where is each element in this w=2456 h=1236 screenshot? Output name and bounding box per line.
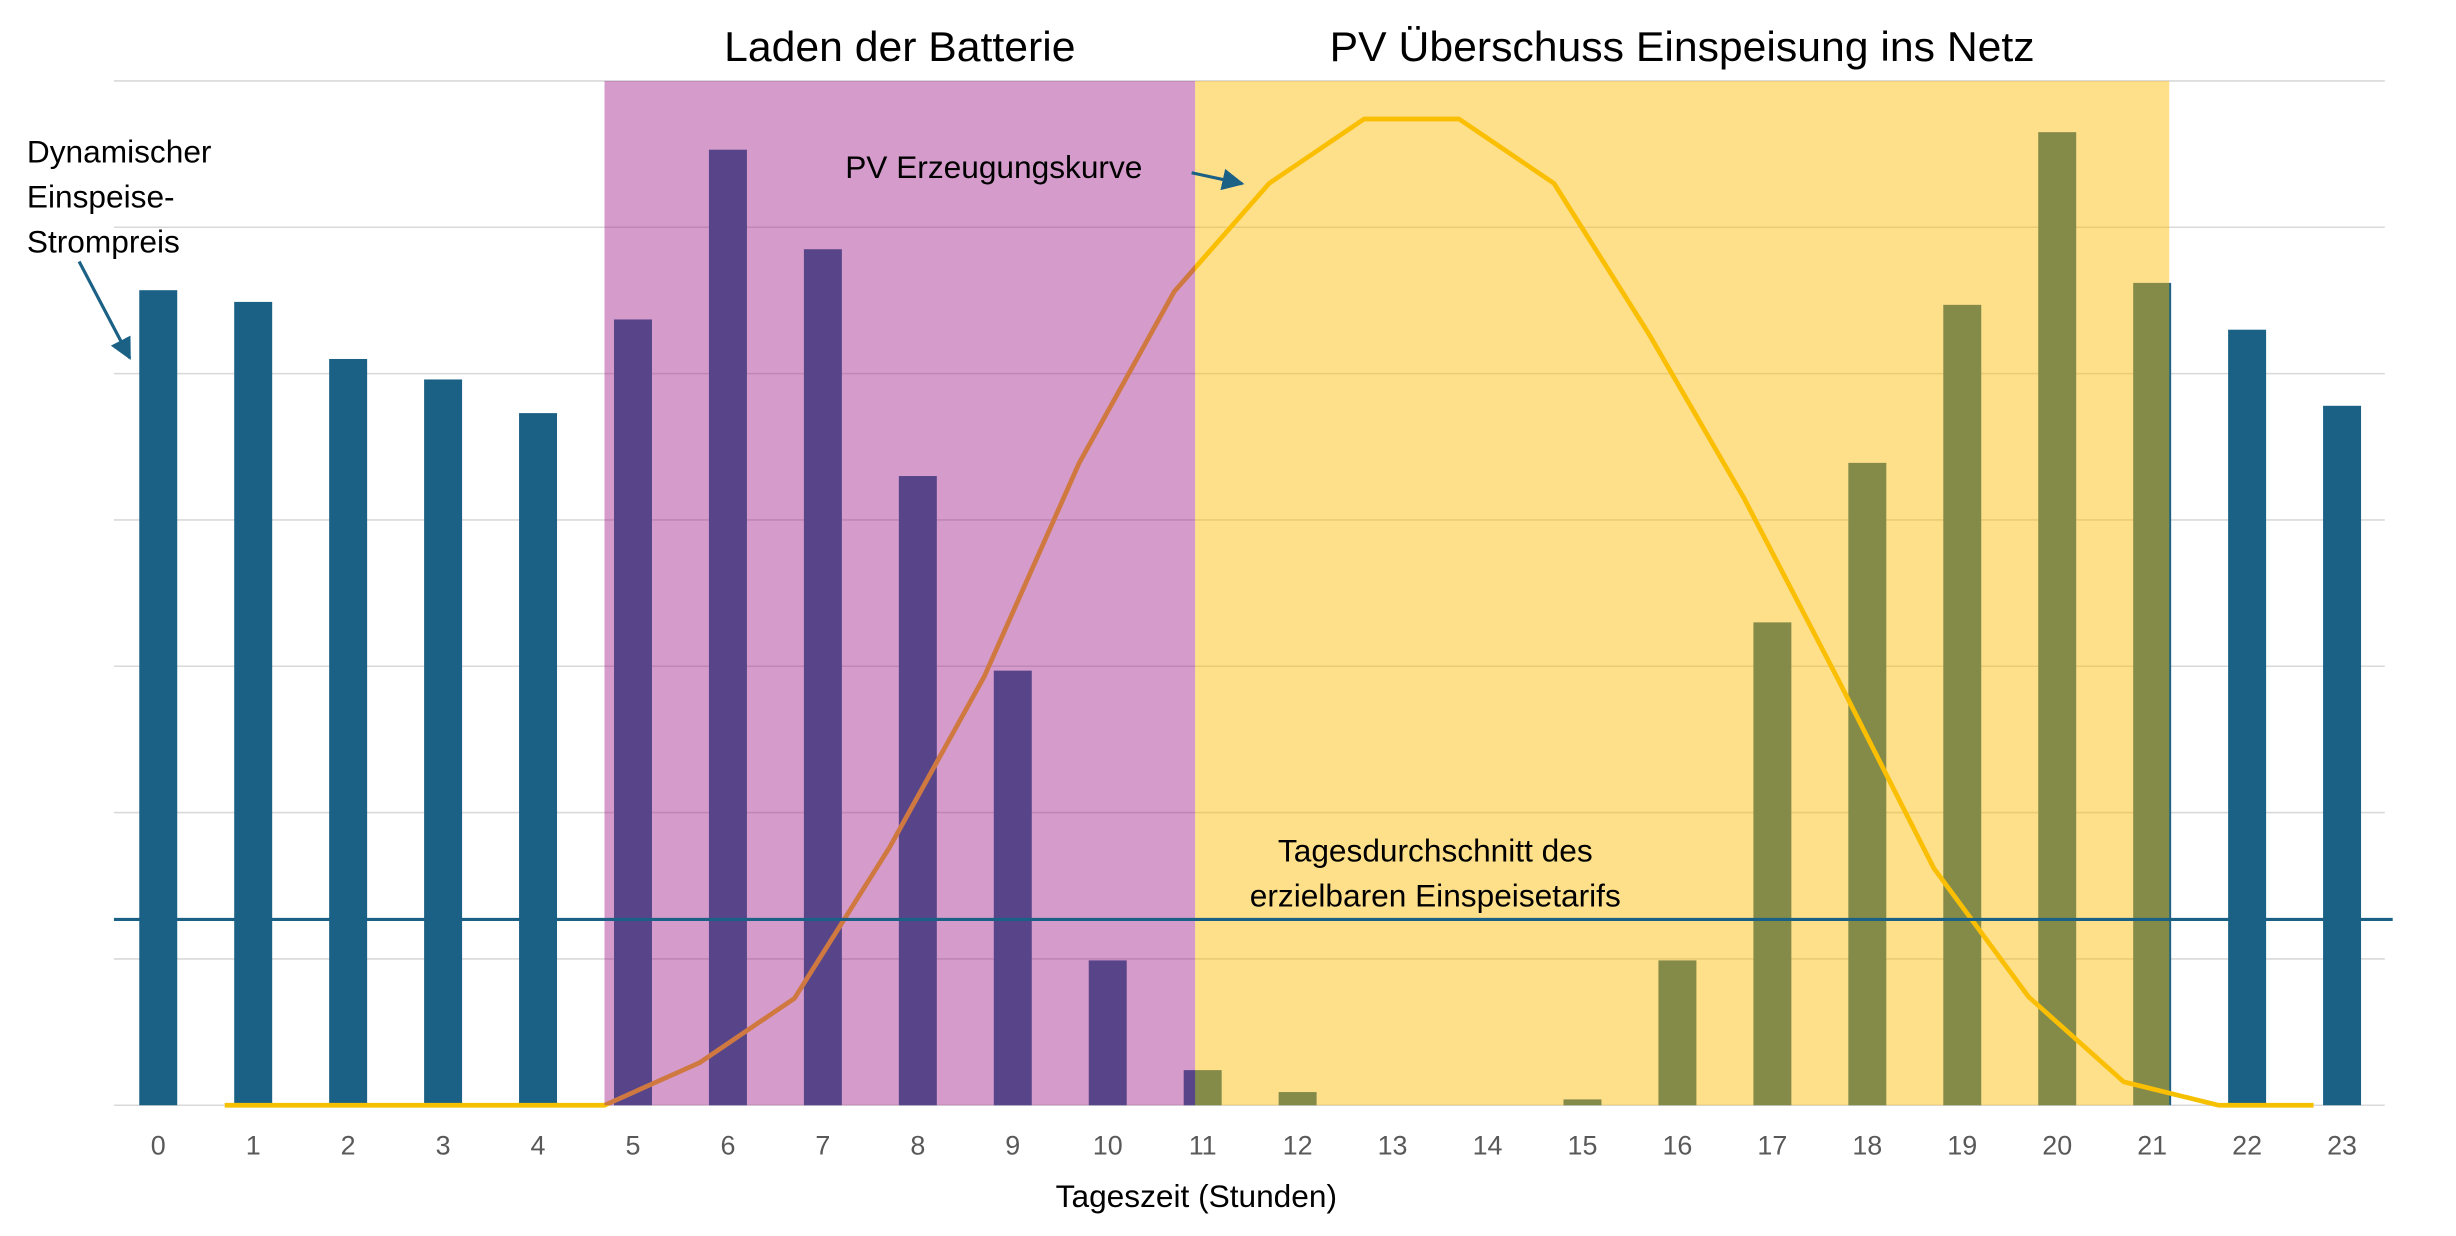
x-tick-label: 10 (1093, 1130, 1123, 1160)
bar (519, 413, 558, 1106)
band-title: Laden der Batterie (724, 23, 1075, 70)
x-tick-label: 22 (2232, 1130, 2262, 1160)
bar (2133, 282, 2172, 1106)
bar (2038, 132, 2077, 1106)
bar (234, 301, 273, 1106)
bar (1563, 1099, 1602, 1106)
bar (1658, 960, 1697, 1106)
bar (614, 319, 652, 1106)
pv-line (224, 116, 2314, 1108)
x-tick-label: 17 (1757, 1130, 1787, 1160)
x-tick-label: 9 (1005, 1130, 1020, 1160)
x-tick-label: 15 (1568, 1130, 1598, 1160)
x-tick-label: 0 (151, 1130, 166, 1160)
x-tick-label: 3 (436, 1130, 451, 1160)
bar (329, 358, 368, 1106)
bar-annotation: Einspeise- (27, 180, 175, 215)
band (604, 80, 1196, 1106)
x-tick-label: 18 (1852, 1130, 1882, 1160)
bar (1943, 304, 1982, 1106)
x-tick-label: 12 (1283, 1130, 1313, 1160)
average-label: erzielbaren Einspeisetarifs (1250, 879, 1621, 914)
bar (424, 379, 463, 1106)
bar (1183, 1070, 1222, 1106)
x-tick-label: 13 (1378, 1130, 1408, 1160)
x-tick-label: 19 (1947, 1130, 1977, 1160)
bar (708, 149, 747, 1106)
bar (898, 476, 937, 1106)
bar (803, 249, 842, 1106)
x-tick-label: 20 (2042, 1130, 2072, 1160)
x-tick-label: 11 (1189, 1130, 1217, 1160)
bar-annotation: Dynamischer (27, 135, 212, 170)
line-annotation: PV Erzeugungskurve (845, 150, 1142, 185)
bar (1753, 622, 1792, 1106)
bar (2228, 329, 2267, 1106)
x-tick-label: 14 (1473, 1130, 1503, 1160)
x-tick-label: 5 (626, 1130, 641, 1160)
x-tick-label: 16 (1662, 1130, 1692, 1160)
annotation-arrow (77, 260, 132, 360)
x-tick-label: 6 (720, 1130, 735, 1160)
average-label: Tagesdurchschnitt des (1278, 834, 1593, 869)
x-tick-label: 4 (531, 1130, 546, 1160)
x-axis-title: Tageszeit (Stunden) (1056, 1179, 1337, 1214)
annotation-arrow (1191, 168, 1245, 191)
bar (2323, 405, 2362, 1106)
band (1195, 80, 2170, 1106)
x-tick-label: 21 (2137, 1130, 2167, 1160)
x-tick-label: 23 (2327, 1130, 2357, 1160)
bar (1278, 1092, 1317, 1106)
x-tick-label: 8 (910, 1130, 925, 1160)
bar-annotation: Strompreis (27, 225, 180, 260)
x-tick-label: 2 (341, 1130, 356, 1160)
x-tick-label: 1 (246, 1130, 261, 1160)
bar (993, 670, 1032, 1106)
x-tick-label: 7 (815, 1130, 830, 1160)
bar (1848, 462, 1887, 1106)
band-title: PV Überschuss Einspeisung ins Netz (1330, 23, 2035, 70)
bar (1088, 960, 1127, 1106)
bar (139, 290, 178, 1106)
